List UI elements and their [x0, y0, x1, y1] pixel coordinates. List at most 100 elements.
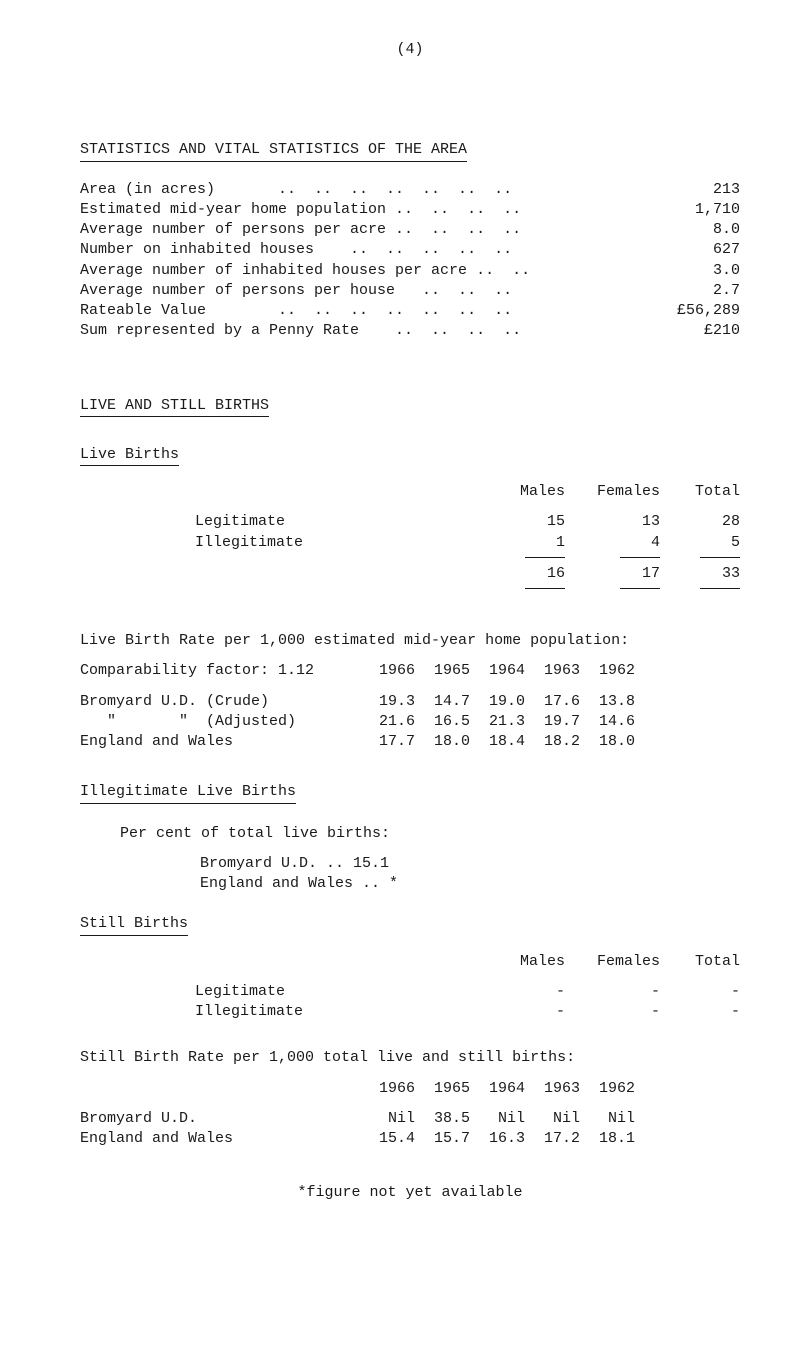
col-males: Males [485, 482, 565, 502]
stat-row: Average number of persons per house .. .… [80, 281, 740, 301]
stat-value: 2.7 [713, 281, 740, 301]
row-label: Legitimate [195, 512, 485, 532]
cell: 15 [485, 512, 565, 532]
cell: 14.7 [415, 692, 470, 712]
stat-value: £56,289 [677, 301, 740, 321]
area-stats-block: Area (in acres) .. .. .. .. .. .. .. 213… [80, 180, 740, 342]
table-header-row: 1966 1965 1964 1963 1962 [80, 1079, 740, 1099]
row-label: Legitimate [195, 982, 485, 1002]
page-number: (4) [80, 40, 740, 60]
cell: 18.1 [580, 1129, 635, 1149]
still-birth-rate-intro: Still Birth Rate per 1,000 total live an… [80, 1048, 740, 1068]
cell: 15.7 [415, 1129, 470, 1149]
stat-value: 3.0 [713, 261, 740, 281]
heading-still-births-text: Still Births [80, 914, 188, 935]
cell: 16.3 [470, 1129, 525, 1149]
blank-cell [80, 1079, 360, 1099]
col-year: 1965 [415, 1079, 470, 1099]
rule-row [80, 553, 740, 564]
col-total: Total [660, 482, 740, 502]
row-label: Illegitimate [195, 1002, 485, 1022]
cell: 33 [660, 564, 740, 584]
cell: 19.3 [360, 692, 415, 712]
heading-statistics: STATISTICS AND VITAL STATISTICS OF THE A… [80, 130, 740, 179]
heading-statistics-text: STATISTICS AND VITAL STATISTICS OF THE A… [80, 140, 467, 161]
cell: 21.3 [470, 712, 525, 732]
stat-label: Sum represented by a Penny Rate .. .. ..… [80, 321, 521, 341]
col-year: 1966 [360, 1079, 415, 1099]
row-label: Bromyard U.D. (Crude) [80, 692, 360, 712]
cell: 19.0 [470, 692, 525, 712]
cell: 18.0 [415, 732, 470, 752]
stat-label: Average number of persons per acre .. ..… [80, 220, 521, 240]
england-wales-percent: England and Wales .. * [200, 874, 740, 894]
stat-label: Estimated mid-year home population .. ..… [80, 200, 521, 220]
col-year: 1963 [525, 1079, 580, 1099]
table-row: Bromyard U.D. Nil 38.5 Nil Nil Nil [80, 1109, 740, 1129]
heading-live-births-text: Live Births [80, 445, 179, 466]
col-males: Males [485, 952, 565, 972]
blank-cell [195, 952, 485, 972]
stat-label: Rateable Value .. .. .. .. .. .. .. [80, 301, 512, 321]
cell: 13 [565, 512, 660, 532]
still-rate-table: 1966 1965 1964 1963 1962 Bromyard U.D. N… [80, 1079, 740, 1150]
cell: 17.6 [525, 692, 580, 712]
blank-cell [195, 564, 485, 584]
heading-live-still-text: LIVE AND STILL BIRTHS [80, 396, 269, 417]
table-row: England and Wales 17.7 18.0 18.4 18.2 18… [80, 732, 740, 752]
row-label: Illegitimate [195, 533, 485, 553]
stat-row: Sum represented by a Penny Rate .. .. ..… [80, 321, 740, 341]
cell: 18.0 [580, 732, 635, 752]
heading-illegit-live-text: Illegitimate Live Births [80, 782, 296, 803]
table-row: Legitimate 15 13 28 [80, 512, 740, 532]
stat-label: Average number of persons per house .. .… [80, 281, 512, 301]
table-total-row: 16 17 33 [80, 564, 740, 584]
col-year: 1964 [470, 1079, 525, 1099]
heading-illegit-live: Illegitimate Live Births [80, 772, 740, 813]
percent-total-label: Per cent of total live births: [80, 824, 740, 844]
cell: 18.4 [470, 732, 525, 752]
still-births-table: Males Females Total Legitimate - - - Ill… [80, 952, 740, 1023]
stat-row: Average number of inhabited houses per a… [80, 261, 740, 281]
row-label: England and Wales [80, 1129, 360, 1149]
cell: Nil [525, 1109, 580, 1129]
col-year: 1966 [360, 661, 415, 681]
stat-value: £210 [704, 321, 740, 341]
table-row: Legitimate - - - [80, 982, 740, 1002]
cell: Nil [360, 1109, 415, 1129]
table-row: England and Wales 15.4 15.7 16.3 17.2 18… [80, 1129, 740, 1149]
row-label: Bromyard U.D. [80, 1109, 360, 1129]
cell: 17.7 [360, 732, 415, 752]
table-header-row: Comparability factor: 1.12 1966 1965 196… [80, 661, 740, 681]
bromyard-percent: Bromyard U.D. .. 15.1 [200, 854, 740, 874]
cell: 5 [660, 533, 740, 553]
table-header-row: Males Females Total [80, 952, 740, 972]
stat-value: 8.0 [713, 220, 740, 240]
col-year: 1965 [415, 661, 470, 681]
stat-value: 213 [713, 180, 740, 200]
heading-live-births: Live Births [80, 435, 740, 476]
stat-row: Rateable Value .. .. .. .. .. .. .. £56,… [80, 301, 740, 321]
col-total: Total [660, 952, 740, 972]
heading-live-still: LIVE AND STILL BIRTHS [80, 386, 740, 435]
cell: 16.5 [415, 712, 470, 732]
cell: 13.8 [580, 692, 635, 712]
cell: 4 [565, 533, 660, 553]
col-year: 1964 [470, 661, 525, 681]
table-row: Bromyard U.D. (Crude) 19.3 14.7 19.0 17.… [80, 692, 740, 712]
cell: 18.2 [525, 732, 580, 752]
percent-block: Bromyard U.D. .. 15.1 England and Wales … [80, 854, 740, 895]
row-label: England and Wales [80, 732, 360, 752]
cell: 17 [565, 564, 660, 584]
stat-row: Estimated mid-year home population .. ..… [80, 200, 740, 220]
live-birth-rate-intro: Live Birth Rate per 1,000 estimated mid-… [80, 631, 740, 651]
stat-value: 1,710 [695, 200, 740, 220]
cell: - [565, 1002, 660, 1022]
cell: - [485, 982, 565, 1002]
stat-label: Number on inhabited houses .. .. .. .. .… [80, 240, 512, 260]
comparability-factor: Comparability factor: 1.12 [80, 661, 360, 681]
cell: 15.4 [360, 1129, 415, 1149]
stat-row: Number on inhabited houses .. .. .. .. .… [80, 240, 740, 260]
cell: 28 [660, 512, 740, 532]
footnote: *figure not yet available [80, 1183, 740, 1203]
